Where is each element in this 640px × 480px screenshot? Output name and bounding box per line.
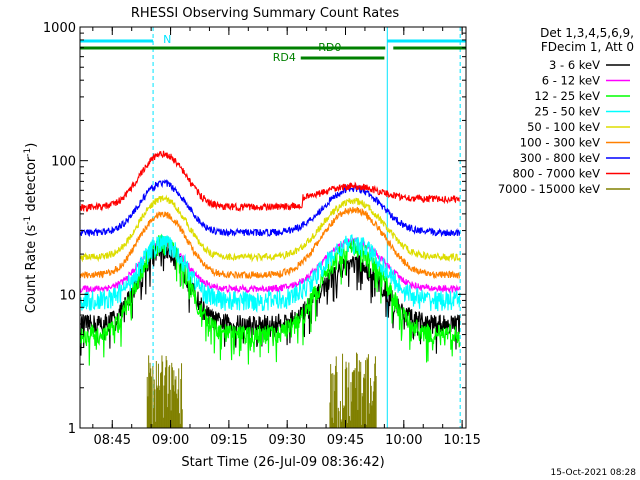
legend-label-3: 25 - 50 keV — [534, 105, 600, 119]
flag-rd0-label: RD0 — [318, 41, 341, 54]
plot-area: N RD0 RD4 — [79, 27, 466, 428]
y-tick-label-2: 100 — [51, 155, 76, 170]
legend-label-8: 7000 - 15000 keV — [498, 182, 600, 196]
legend-label-2: 12 - 25 keV — [534, 89, 600, 103]
y-tick-label-3: 1000 — [43, 21, 76, 36]
y-axis-label: Count Rate (s-1 detector-1) — [23, 143, 39, 314]
footer-date: 15-Oct-2021 08:28 — [551, 468, 637, 478]
x-tick-label-4: 09:45 — [327, 433, 364, 448]
series-line-3 — [79, 234, 461, 314]
legend-label-6: 300 - 800 keV — [520, 151, 600, 165]
legend-label-1: 6 - 12 keV — [542, 74, 600, 88]
axis-ticks: 08:45 09:00 09:15 09:30 09:45 10:00 10:15 1 10 10… — [43, 21, 481, 448]
series-line-4 — [79, 194, 461, 263]
x-tick-label-0: 08:45 — [94, 433, 131, 448]
series-line-5 — [79, 206, 461, 280]
legend-label-5: 100 - 300 keV — [520, 136, 600, 150]
x-tick-label-3: 09:30 — [268, 433, 305, 448]
legend-label-4: 50 - 100 keV — [527, 120, 600, 134]
y-tick-label-0: 1 — [68, 422, 76, 437]
x-tick-label-6: 10:15 — [443, 433, 480, 448]
series-line-6 — [79, 178, 461, 238]
series-line-7 — [79, 150, 460, 213]
x-tick-label-2: 09:15 — [210, 433, 247, 448]
y-tick-label-1: 10 — [59, 288, 76, 303]
series-line-2 — [79, 233, 461, 366]
x-axis-label: Start Time (26-Jul-09 08:36:42) — [181, 455, 384, 470]
x-tick-label-1: 09:00 — [152, 433, 189, 448]
legend-label-0: 3 - 6 keV — [549, 58, 600, 72]
legend-label-7: 800 - 7000 keV — [512, 167, 600, 181]
legend-header-line-1: Det 1,3,4,5,6,9, — [540, 26, 634, 40]
chart-title: RHESSI Observing Summary Count Rates — [131, 6, 400, 21]
flag-rd4-label: RD4 — [273, 51, 296, 64]
x-tick-label-5: 10:00 — [385, 433, 422, 448]
legend-header-line-2: FDecim 1, Att 0 — [541, 40, 634, 54]
plot-frame — [79, 26, 467, 429]
flag-n-label: N — [163, 33, 171, 46]
